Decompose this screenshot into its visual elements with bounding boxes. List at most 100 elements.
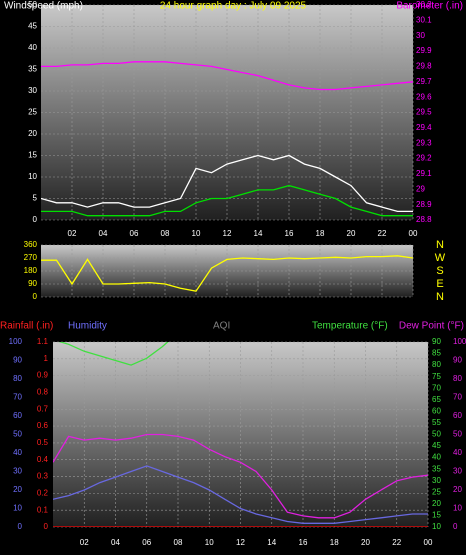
y-tick-label: 0.8	[37, 388, 49, 397]
axis-label: Rainfall (.in)	[0, 321, 53, 332]
y-tick-label: 50	[28, 0, 37, 9]
y-tick-label: 0	[44, 522, 49, 531]
y-tick-label: 50	[453, 430, 462, 439]
x-tick-label: 18	[330, 538, 339, 547]
y-tick-label: 15	[432, 511, 441, 520]
y-tick-label: 15	[28, 151, 37, 160]
y-tick-label: 100	[453, 337, 466, 346]
y-tick-label: 29.7	[416, 77, 432, 86]
y-tick-label: 29.4	[416, 123, 432, 132]
axis-label: Windspeed (mph)	[4, 1, 83, 12]
y-tick-label: 28.8	[416, 215, 432, 224]
y-tick-label: 270	[24, 253, 38, 262]
y-tick-label: 0.9	[37, 371, 49, 380]
y-tick-label: 55	[432, 418, 441, 427]
y-tick-label: 40	[432, 453, 441, 462]
y-tick-label: 0.4	[37, 455, 49, 464]
y-tick-label: 85	[432, 349, 441, 358]
x-tick-label: 14	[267, 538, 276, 547]
x-tick-label: 02	[68, 229, 77, 238]
y-tick-label: 0	[33, 292, 38, 301]
y-tick-label: 100	[9, 337, 23, 346]
y-tick-label: N	[436, 291, 444, 303]
y-tick-label: 80	[432, 360, 441, 369]
y-tick-label: 29.1	[416, 169, 432, 178]
y-tick-label: E	[436, 278, 443, 290]
y-tick-label: 30	[453, 467, 462, 476]
axis-label: Temperature (°F)	[312, 321, 388, 332]
y-tick-label: 70	[453, 393, 462, 402]
y-tick-label: 60	[432, 406, 441, 415]
y-tick-label: 45	[28, 22, 37, 31]
y-tick-label: 180	[24, 266, 38, 275]
y-tick-label: 1.1	[37, 337, 49, 346]
y-tick-label: 360	[24, 240, 38, 249]
y-tick-label: 40	[13, 448, 22, 457]
y-tick-label: 10	[453, 504, 462, 513]
y-tick-label: 20	[13, 485, 22, 494]
series-line	[53, 433, 428, 519]
axis-label: Humidity	[68, 321, 107, 332]
x-tick-label: 10	[205, 538, 214, 547]
x-tick-label: 04	[99, 229, 108, 238]
y-tick-label: 30.1	[416, 15, 432, 24]
y-tick-label: 65	[432, 395, 441, 404]
y-tick-label: 70	[13, 393, 22, 402]
x-tick-label: 12	[236, 538, 245, 547]
y-tick-label: 80	[453, 374, 462, 383]
y-tick-label: 10	[13, 504, 22, 513]
x-tick-label: 02	[80, 538, 89, 547]
x-tick-label: 06	[142, 538, 151, 547]
x-tick-label: 22	[392, 538, 401, 547]
y-tick-label: 0.2	[37, 488, 49, 497]
x-tick-label: 00	[424, 538, 433, 547]
x-tick-label: 08	[161, 229, 170, 238]
y-tick-label: 10	[432, 522, 441, 531]
y-tick-label: 20	[28, 129, 37, 138]
y-tick-label: 70	[432, 383, 441, 392]
x-tick-label: 18	[316, 229, 325, 238]
y-tick-label: 20	[453, 485, 462, 494]
y-tick-label: W	[435, 252, 446, 264]
x-tick-label: 20	[361, 538, 370, 547]
y-tick-label: 29.3	[416, 138, 432, 147]
y-tick-label: 30	[416, 31, 425, 40]
y-tick-label: 90	[28, 279, 37, 288]
y-tick-label: 35	[432, 464, 441, 473]
y-tick-label: 0.1	[37, 505, 49, 514]
y-tick-label: 90	[453, 356, 462, 365]
axis-label: Dew Point (°F)	[399, 321, 464, 332]
y-tick-label: 1	[44, 354, 49, 363]
y-tick-label: 0.3	[37, 472, 49, 481]
y-tick-label: 60	[13, 411, 22, 420]
y-tick-label: 29.2	[416, 154, 432, 163]
y-tick-label: 29.9	[416, 46, 432, 55]
y-tick-label: 30	[432, 476, 441, 485]
y-tick-label: 0	[33, 215, 38, 224]
x-tick-label: 12	[223, 229, 232, 238]
y-tick-label: 50	[13, 430, 22, 439]
x-tick-label: 08	[174, 538, 183, 547]
y-tick-label: 80	[13, 374, 22, 383]
y-tick-label: 0.5	[37, 438, 49, 447]
chart-title: 24 hour graph day : July 09 2025	[160, 1, 307, 12]
y-tick-label: 29.6	[416, 92, 432, 101]
x-tick-label: 22	[378, 229, 387, 238]
axis-label: AQI	[213, 321, 230, 332]
y-tick-label: 30	[28, 86, 37, 95]
series-line	[41, 255, 413, 292]
y-tick-label: 30	[13, 467, 22, 476]
y-tick-label: 90	[13, 356, 22, 365]
y-tick-label: 29.5	[416, 108, 432, 117]
x-tick-label: 14	[254, 229, 263, 238]
y-tick-label: 45	[432, 441, 441, 450]
y-tick-label: 75	[432, 372, 441, 381]
y-tick-label: 0	[453, 522, 458, 531]
y-tick-label: 0.6	[37, 421, 49, 430]
series-line	[58, 342, 169, 366]
y-tick-label: 29	[416, 184, 425, 193]
y-tick-label: 40	[28, 43, 37, 52]
y-tick-label: 20	[432, 499, 441, 508]
y-tick-label: N	[436, 239, 444, 251]
series-line	[41, 61, 413, 91]
